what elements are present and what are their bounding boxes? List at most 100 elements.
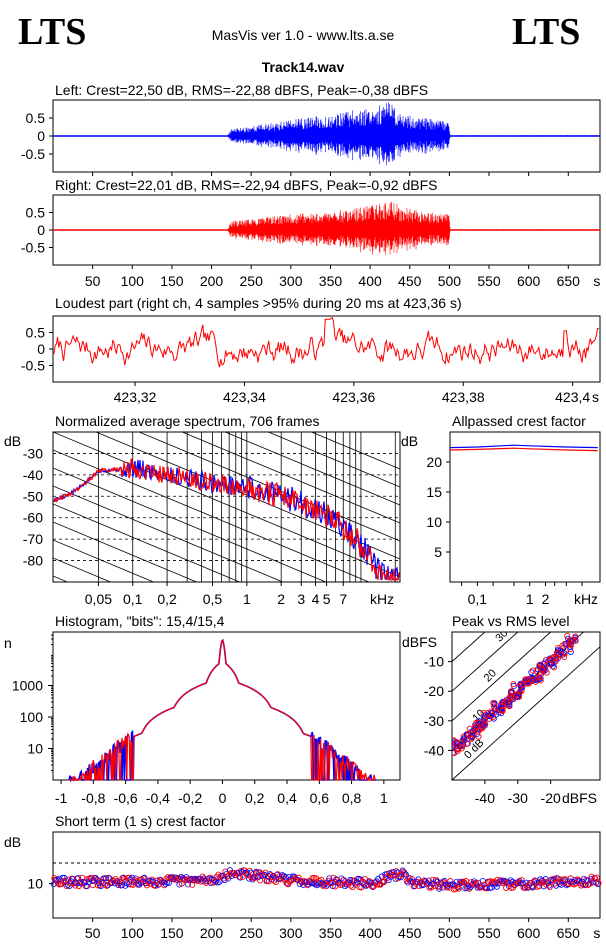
spectrum-slope-line — [53, 521, 198, 582]
short-crest-xtick-label: 550 — [477, 925, 501, 941]
right-waveform-xtick-label: 650 — [557, 273, 581, 289]
allpassed-xtick-label: 2 — [542, 591, 550, 607]
short-crest-point-left — [366, 878, 373, 885]
histogram-xtick-label: 0,8 — [342, 790, 362, 806]
short-crest-point-left — [441, 877, 448, 884]
spectrum-ytick-label: -70 — [23, 531, 43, 547]
allpassed-ylabel: dB — [401, 433, 418, 449]
short-crest-point-right — [65, 876, 72, 883]
peak-rms-point-right — [484, 709, 491, 717]
short-crest-point-left — [530, 884, 537, 891]
short-crest-point-right — [455, 885, 463, 892]
spectrum-slope-line — [53, 612, 400, 757]
spectrum-xtick-label: 2 — [277, 591, 285, 607]
histogram-title: Histogram, "bits": 15,4/15,4 — [55, 613, 225, 629]
peak-rms-ylabel: dBFS — [402, 634, 437, 650]
spectrum-xtick-label: 0,5 — [203, 591, 223, 607]
peak-rms-point-left — [558, 649, 565, 656]
app-title: MasVis ver 1.0 - www.lts.a.se — [212, 27, 395, 43]
short-crest-point-right — [396, 873, 403, 880]
spectrum-slope-line — [53, 432, 400, 578]
histogram-ytick-label: 100 — [20, 709, 44, 725]
peak-rms-point-left — [457, 742, 464, 749]
peak-rms-point-right — [561, 650, 568, 657]
short-crest-point-left — [425, 877, 432, 884]
allpassed-title: Allpassed crest factor — [452, 413, 586, 429]
short-crest-point-left — [165, 880, 172, 887]
short-crest-point-right — [105, 874, 112, 881]
short-crest-xtick-label: 400 — [358, 925, 382, 941]
short-crest-point-right — [414, 879, 421, 886]
histogram-xtick-label: -0,2 — [178, 790, 202, 806]
peak-rms-diagonal-label: 20 — [482, 667, 499, 684]
logo-right: LTS — [512, 11, 580, 53]
spectrum-slope-line — [53, 557, 112, 582]
short-crest-xtick-label: 450 — [398, 925, 422, 941]
peak-rms-point-right — [523, 676, 531, 683]
right-waveform-xtick-label: 200 — [200, 273, 224, 289]
loudest-xtick-label: 423,34 — [223, 389, 266, 405]
logo-left: LTS — [18, 11, 86, 53]
spectrum-slope-line — [138, 432, 400, 542]
left_waveform-ytick-label: 0 — [37, 128, 45, 144]
short-crest-point-right — [428, 884, 435, 891]
peak-rms-xtick-label: -30 — [508, 790, 528, 806]
peak-rms-point-right — [546, 660, 553, 667]
spectrum-xtick-label: 3 — [297, 591, 305, 607]
short-crest-point-left — [326, 875, 333, 882]
short-crest-point-right — [578, 882, 585, 889]
left_waveform-signal — [53, 102, 599, 166]
peak-rms-point-right — [486, 715, 493, 722]
short-crest-point-right — [267, 872, 274, 879]
spectrum-xtick-label: 0,05 — [85, 591, 112, 607]
spectrum-xtick-label: 0,1 — [123, 591, 143, 607]
peak-rms-point-left — [452, 738, 458, 745]
histogram-xtick-label: 0 — [219, 790, 227, 806]
left_waveform-ytick-label: 0.5 — [26, 110, 46, 126]
short-crest-point-right — [449, 882, 456, 889]
short-crest-ytick-label: 10 — [27, 876, 43, 892]
right_waveform-ytick-label: 0 — [37, 222, 45, 238]
short-crest-point-right — [258, 870, 266, 878]
peak-rms-point-right — [564, 632, 571, 639]
short-crest-point-left — [544, 879, 551, 886]
allpassed-xtick-label: 1 — [526, 591, 534, 607]
short-crest-point-left — [403, 871, 410, 878]
peak-rms-point-right — [491, 708, 499, 715]
short-crest-point-right — [323, 883, 330, 890]
peak-rms-point-right — [468, 735, 475, 742]
spectrum-slope-line — [267, 432, 400, 488]
short-crest-xtick-label: 200 — [200, 925, 224, 941]
short-crest-point-right — [452, 885, 459, 892]
short-crest-point-right — [236, 873, 243, 880]
peak-rms-point-right — [507, 692, 514, 699]
right-waveform-xtick-label: 100 — [121, 273, 145, 289]
peak-rms-point-left — [509, 696, 516, 703]
right-waveform-xtick-label: 500 — [438, 273, 462, 289]
right-waveform-xtick-label: 450 — [398, 273, 422, 289]
loudest-part-signal — [53, 316, 599, 368]
peak-rms-diagonal-label: 30 — [493, 627, 510, 644]
right-waveform-xtick-label: 600 — [517, 273, 541, 289]
short-crest-point-right — [518, 877, 525, 884]
short-crest-point-right — [328, 880, 335, 887]
short-crest-point-left — [83, 883, 90, 890]
loudest-ytick-label: 0 — [37, 341, 45, 357]
short-crest-xtick-label: 350 — [319, 925, 343, 941]
spectrum-slope-line — [310, 432, 400, 470]
avg-spectrum-panel: Normalized average spectrum, 706 frames d… — [4, 413, 401, 757]
allpassed-ytick-label: 5 — [434, 544, 442, 560]
short-crest-point-right — [260, 872, 267, 879]
short-crest-point-left — [97, 883, 104, 890]
allpassed-ytick-label: 10 — [426, 514, 442, 530]
peak-rms-diagonal — [452, 632, 519, 692]
spectrum-slope-line — [53, 449, 370, 582]
short-crest-frame — [52, 831, 601, 919]
peak-rms-xtick-label: -40 — [475, 790, 495, 806]
spectrum-xtick-label: 5 — [323, 591, 331, 607]
right-waveform-xtick-label: 150 — [160, 273, 184, 289]
short-crest-point-right — [295, 874, 302, 881]
histogram-ylabel: n — [4, 635, 12, 651]
allpassed-left-curve — [449, 444, 598, 449]
spectrum-xunit: kHz — [370, 591, 394, 607]
